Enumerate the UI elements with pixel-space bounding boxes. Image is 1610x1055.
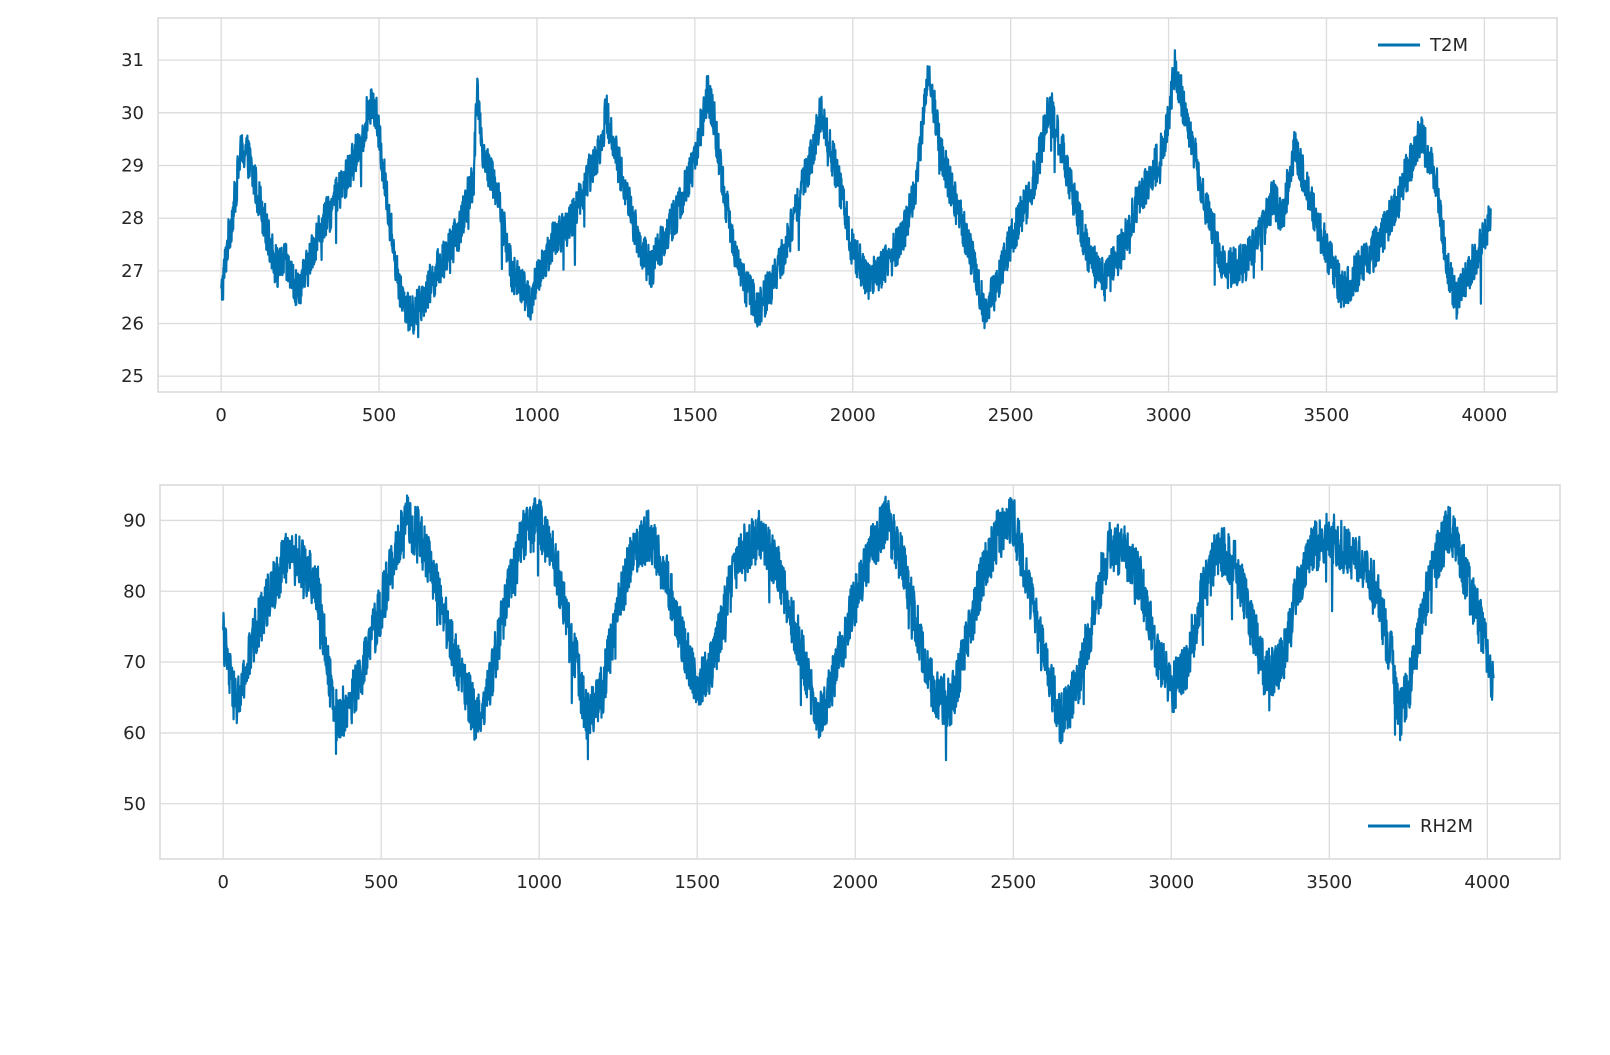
rh2m-subplot: 0 500 1000 1500 2000 2500 3000 3500 4000 50 60 70 80… (123, 484, 1561, 893)
x-tick-label: 4000 (1461, 405, 1507, 426)
series-line-rh2m (222, 494, 1495, 762)
x-tick-label: 500 (364, 872, 398, 893)
series-line-t2m (220, 49, 1492, 339)
x-tick-label: 3500 (1304, 405, 1350, 426)
y-tick-label: 30 (121, 103, 144, 124)
x-tick-label: 2000 (830, 405, 876, 426)
x-tick-label: 1000 (514, 405, 560, 426)
y-tick-label: 27 (121, 261, 144, 282)
y-tick-label: 28 (121, 208, 144, 229)
y-tick-label: 60 (123, 723, 146, 744)
x-tick-label: 1000 (516, 872, 562, 893)
legend-label-t2m: T2M (1429, 35, 1468, 56)
legend: T2M (1378, 35, 1468, 56)
x-tick-label: 1500 (674, 872, 720, 893)
x-tick-label: 2500 (988, 405, 1034, 426)
y-tick-label: 80 (123, 581, 146, 602)
t2m-subplot: 0 500 1000 1500 2000 2500 3000 3500 4000 25 26 27 28… (121, 17, 1558, 426)
y-tick-label: 26 (121, 314, 144, 335)
x-tick-label: 1500 (672, 405, 718, 426)
y-tick-label: 50 (123, 794, 146, 815)
x-tick-label: 0 (215, 405, 226, 426)
plot-area (157, 17, 1558, 393)
legend-label-rh2m: RH2M (1420, 816, 1473, 837)
x-tick-label: 500 (362, 405, 396, 426)
y-tick-label: 70 (123, 652, 146, 673)
y-tick-label: 29 (121, 155, 144, 176)
legend: RH2M (1368, 816, 1473, 837)
y-tick-label: 25 (121, 366, 144, 387)
x-tick-label: 3000 (1148, 872, 1194, 893)
x-tick-label: 4000 (1464, 872, 1510, 893)
x-tick-label: 2000 (832, 872, 878, 893)
y-tick-label: 90 (123, 510, 146, 531)
y-tick-label: 31 (121, 50, 144, 71)
x-tick-label: 2500 (990, 872, 1036, 893)
x-tick-label: 3500 (1306, 872, 1352, 893)
x-tick-label: 0 (217, 872, 228, 893)
x-tick-label: 3000 (1146, 405, 1192, 426)
